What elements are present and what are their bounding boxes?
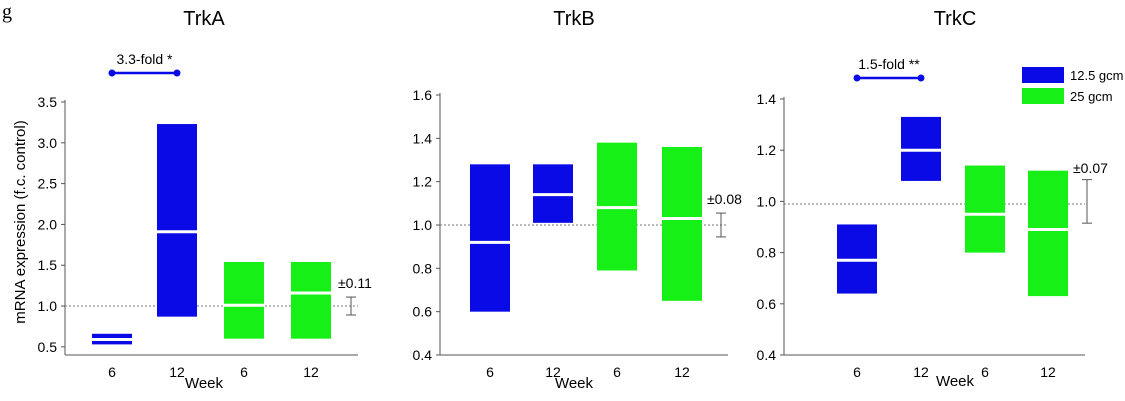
significance-endpoint: [853, 74, 861, 82]
legend-swatch-12.5-gcm: [1022, 67, 1064, 83]
y-tick-label: 1.0: [757, 193, 777, 209]
y-tick-label: 1.2: [413, 174, 433, 190]
y-tick-label: 1.4: [757, 91, 777, 107]
y-tick-label: 1.6: [413, 87, 433, 103]
y-tick-label: 3.5: [38, 94, 58, 110]
x-tick-label: 12: [674, 364, 690, 380]
x-tick-label: 12: [1040, 364, 1056, 380]
significance-endpoint: [108, 69, 116, 77]
y-tick-label: 1.4: [413, 130, 433, 146]
panel-trkb: TrkB Week 0.4 0.6 0.8 1.0 1.2 1.4 1.6 6 12 6 12 ±0.…: [413, 8, 743, 392]
box-25-gcm-week-12: [1028, 170, 1068, 297]
x-tick-label: 12: [545, 364, 561, 380]
box-25-gcm-week-12: [291, 261, 331, 339]
box-12.5-gcm-week-6: [470, 164, 510, 312]
y-tick-label: 2.5: [38, 176, 58, 192]
panel-trkc: TrkC Week 0.4 0.6 0.8 1.0 1.2 1.4 6 12 6 12 ±0.07 1…: [757, 8, 1109, 390]
x-tick-label: 6: [853, 364, 861, 380]
x-tick-label: 6: [613, 364, 621, 380]
y-axis-title: mRNA expression (f.c. control): [12, 120, 29, 323]
y-tick-label: 1.0: [38, 298, 58, 314]
x-tick-label: 12: [169, 364, 185, 380]
panel-title: TrkC: [934, 8, 977, 30]
x-axis-title: Week: [185, 375, 224, 392]
y-tick-label: 0.5: [38, 339, 58, 355]
y-tick-label: 0.8: [757, 245, 777, 261]
box-25-gcm-week-6: [224, 261, 264, 339]
y-tick-label: 1.0: [413, 217, 433, 233]
x-tick-label: 6: [486, 364, 494, 380]
y-tick-label: 0.8: [413, 260, 433, 276]
y-tick-label: 2.0: [38, 216, 58, 232]
box-25-gcm-week-12: [662, 147, 702, 301]
y-tick-label: 0.6: [413, 304, 433, 320]
significance-endpoint: [917, 74, 925, 82]
panel-title: TrkB: [553, 8, 594, 30]
error-bar-label: ±0.07: [1073, 160, 1108, 176]
x-tick-label: 12: [303, 364, 319, 380]
x-tick-label: 6: [108, 364, 116, 380]
panel-title: TrkA: [183, 8, 225, 30]
panel-trka: TrkA Week mRNA expression (f.c. control)…: [12, 8, 372, 392]
x-axis-title: Week: [936, 373, 975, 390]
y-tick-label: 0.4: [757, 347, 777, 363]
x-axis-title: Week: [555, 375, 594, 392]
x-tick-label: 12: [913, 364, 929, 380]
y-tick-label: 3.0: [38, 135, 58, 151]
y-tick-label: 0.6: [757, 296, 777, 312]
significance-label: 1.5-fold **: [858, 56, 920, 72]
error-bar-label: ±0.11: [338, 275, 372, 291]
legend-swatch-25-gcm: [1022, 88, 1064, 104]
y-tick-label: 0.4: [413, 347, 433, 363]
box-12.5-gcm-week-12: [157, 124, 197, 317]
y-tick-label: 1.5: [38, 257, 58, 273]
y-tick-label: 1.2: [757, 142, 777, 158]
error-bar-label: ±0.08: [707, 191, 742, 207]
box-25-gcm-week-6: [965, 165, 1005, 253]
significance-endpoint: [173, 69, 181, 77]
x-tick-label: 6: [981, 364, 989, 380]
legend: 12.5 gcm 25 gcm: [1022, 67, 1123, 104]
legend-label-25-gcm: 25 gcm: [1070, 89, 1113, 104]
x-tick-label: 6: [240, 364, 248, 380]
legend-label-12.5-gcm: 12.5 gcm: [1070, 68, 1123, 83]
panel-letter: g: [2, 1, 12, 23]
significance-label: 3.3-fold *: [116, 51, 173, 67]
